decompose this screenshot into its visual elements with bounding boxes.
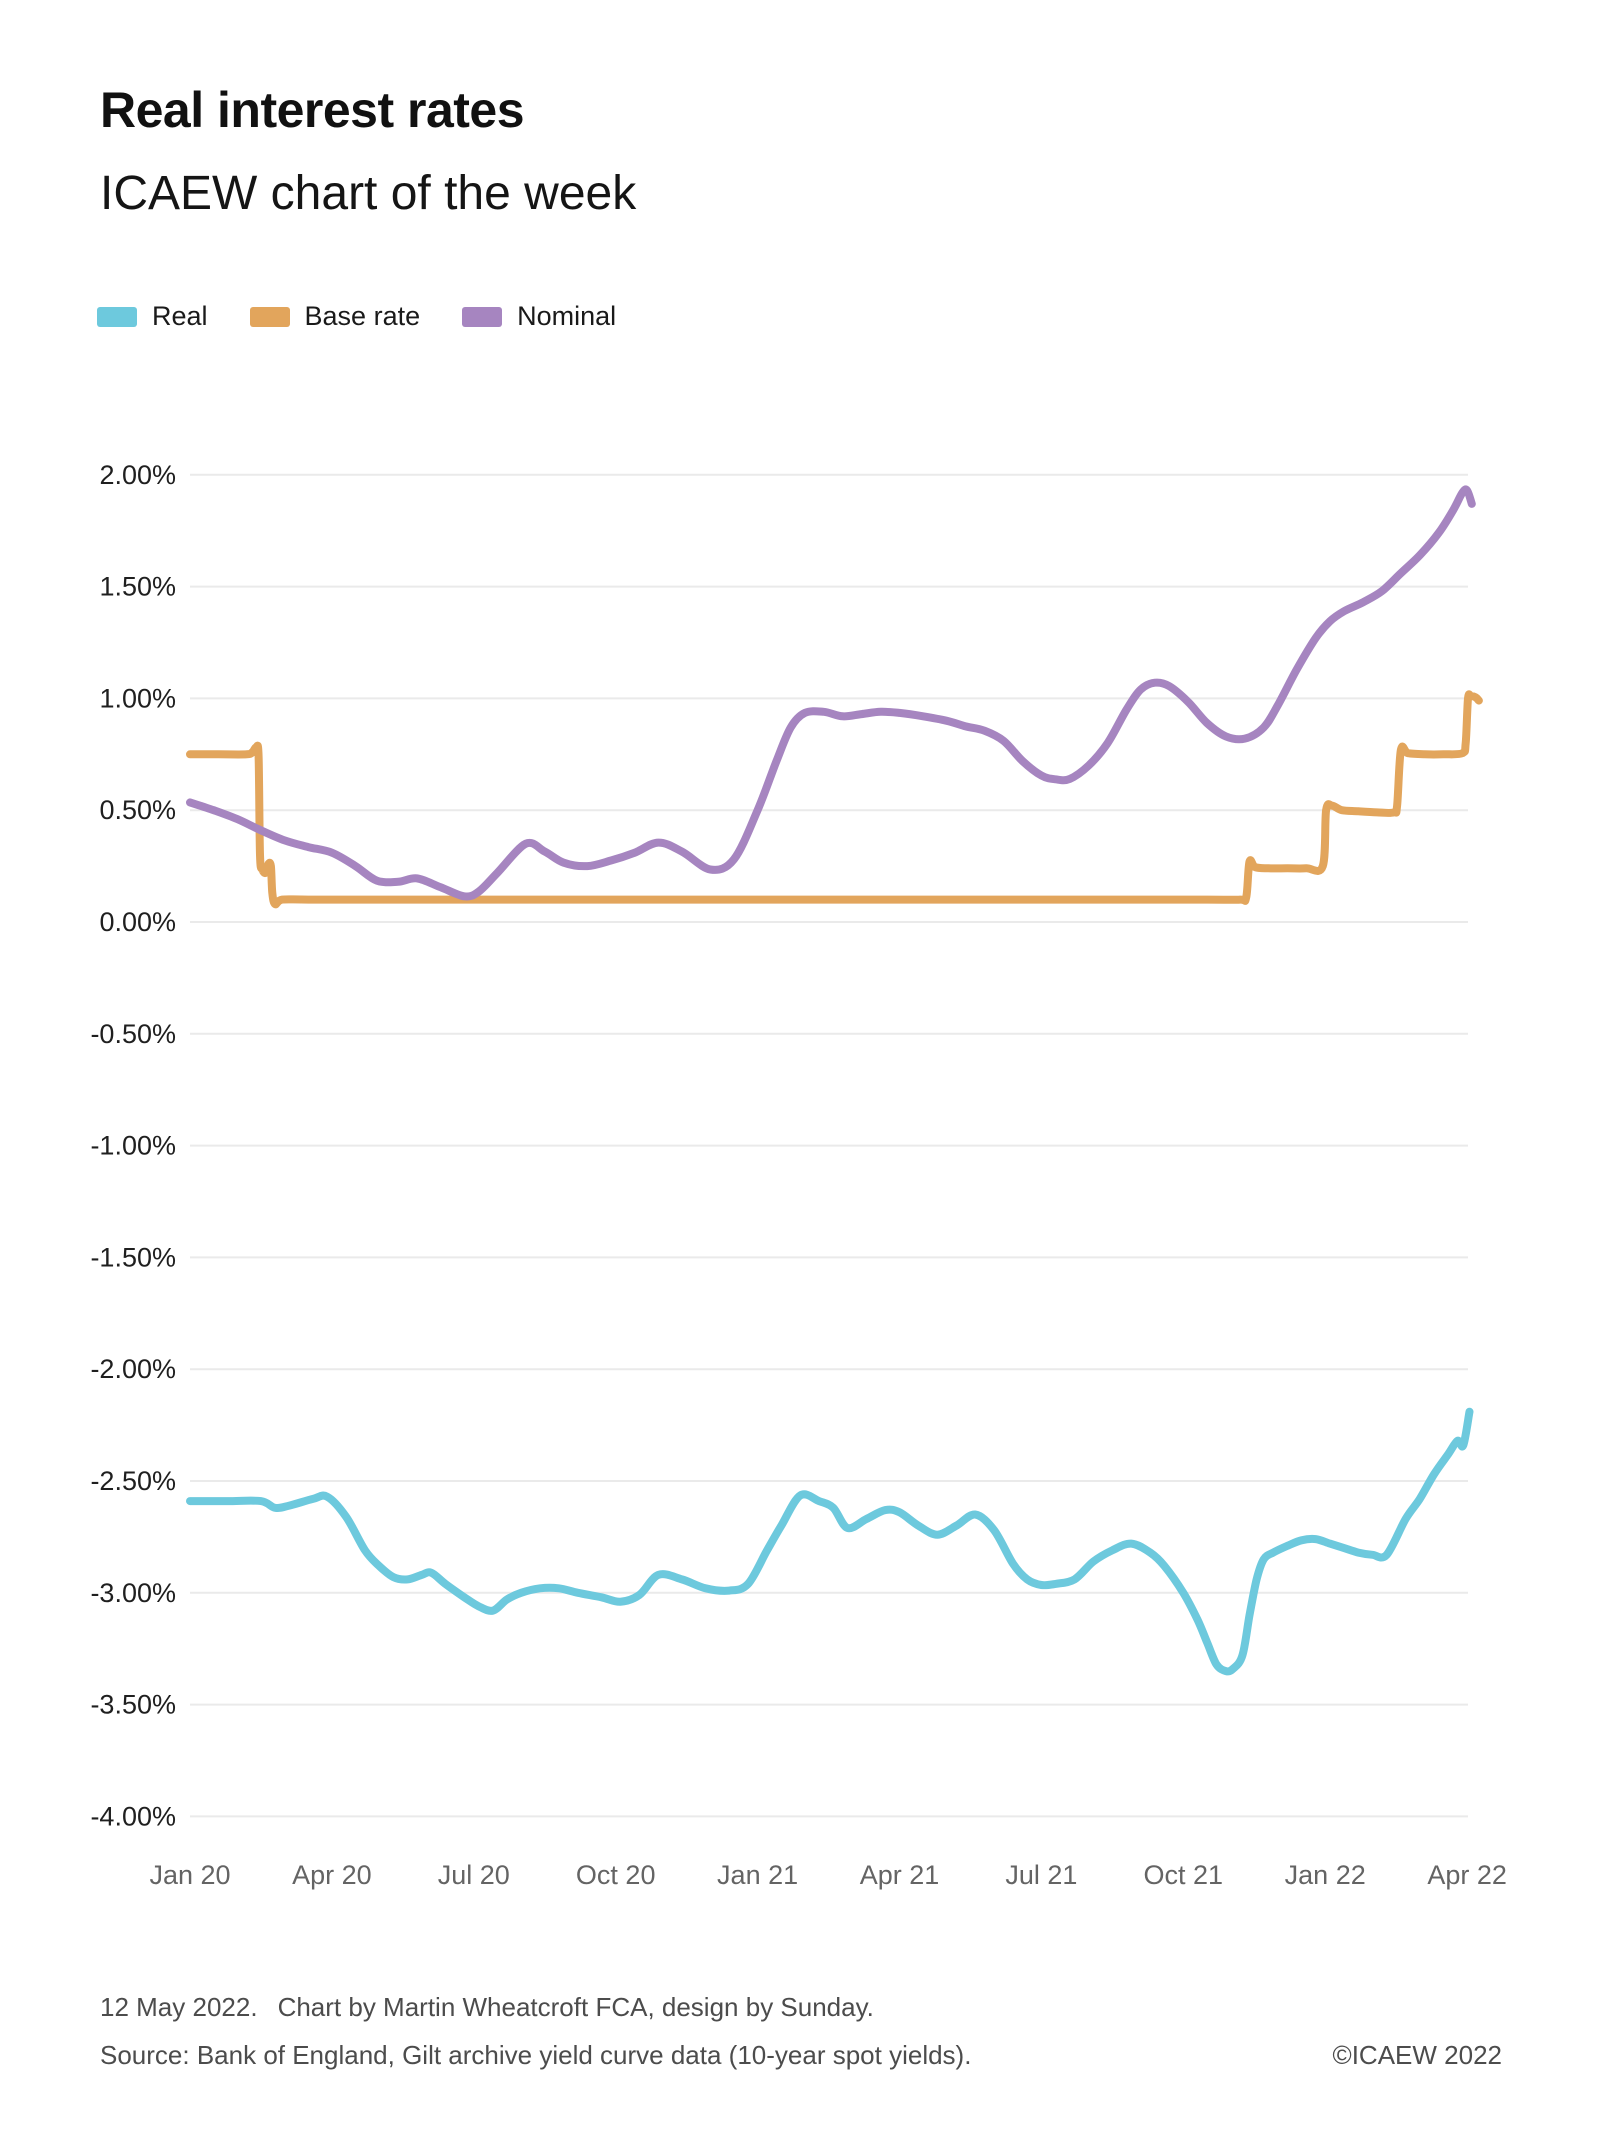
legend-item-base-rate: Base rate — [249, 301, 421, 332]
footer-credit: Chart by Martin Wheatcroft FCA, design b… — [277, 1992, 874, 2022]
legend-swatch-nominal-icon — [462, 306, 503, 327]
svg-text:Jan 22: Jan 22 — [1285, 1860, 1366, 1890]
svg-text:Apr 20: Apr 20 — [292, 1860, 372, 1890]
svg-text:-3.00%: -3.00% — [90, 1578, 176, 1608]
footer-source: Source: Bank of England, Gilt archive yi… — [100, 2040, 972, 2070]
page-subtitle: ICAEW chart of the week — [100, 167, 637, 220]
legend-swatch-real-icon — [97, 306, 137, 327]
svg-text:Jul 21: Jul 21 — [1005, 1860, 1077, 1890]
footer-date: 12 May 2022. — [100, 1992, 258, 2022]
svg-text:-0.50%: -0.50% — [90, 1019, 176, 1049]
svg-text:-4.00%: -4.00% — [90, 1801, 176, 1831]
legend-label-real: Real — [152, 301, 208, 331]
svg-text:Jan 21: Jan 21 — [717, 1860, 798, 1890]
legend-label-nominal: Nominal — [517, 301, 617, 331]
page-title: Real interest rates — [100, 82, 525, 138]
svg-text:-1.50%: -1.50% — [90, 1242, 176, 1272]
svg-text:Apr 21: Apr 21 — [860, 1860, 940, 1890]
svg-text:0.00%: 0.00% — [99, 907, 176, 937]
legend-item-real: Real — [97, 301, 208, 332]
svg-text:Jan 20: Jan 20 — [149, 1860, 230, 1890]
legend-item-nominal: Nominal — [462, 301, 616, 332]
svg-text:-2.00%: -2.00% — [90, 1354, 176, 1384]
footer-credit-line: 12 May 2022. Chart by Martin Wheatcroft … — [100, 1992, 874, 2023]
svg-text:Jul 20: Jul 20 — [438, 1860, 510, 1890]
svg-text:2.00%: 2.00% — [99, 460, 176, 490]
svg-text:Oct 21: Oct 21 — [1144, 1860, 1224, 1890]
legend-swatch-base-rate-icon — [249, 306, 290, 327]
svg-text:0.50%: 0.50% — [99, 795, 176, 825]
legend: Real Base rate Nominal — [97, 301, 616, 332]
svg-text:1.00%: 1.00% — [99, 683, 176, 713]
svg-text:Apr 22: Apr 22 — [1427, 1860, 1507, 1890]
svg-text:1.50%: 1.50% — [99, 572, 176, 602]
legend-label-base-rate: Base rate — [304, 301, 421, 331]
svg-text:-3.50%: -3.50% — [90, 1690, 176, 1720]
svg-text:-1.00%: -1.00% — [90, 1131, 176, 1161]
footer-copyright: ©ICAEW 2022 — [1332, 2040, 1502, 2070]
svg-text:Oct 20: Oct 20 — [576, 1860, 656, 1890]
svg-text:-2.50%: -2.50% — [90, 1466, 176, 1496]
